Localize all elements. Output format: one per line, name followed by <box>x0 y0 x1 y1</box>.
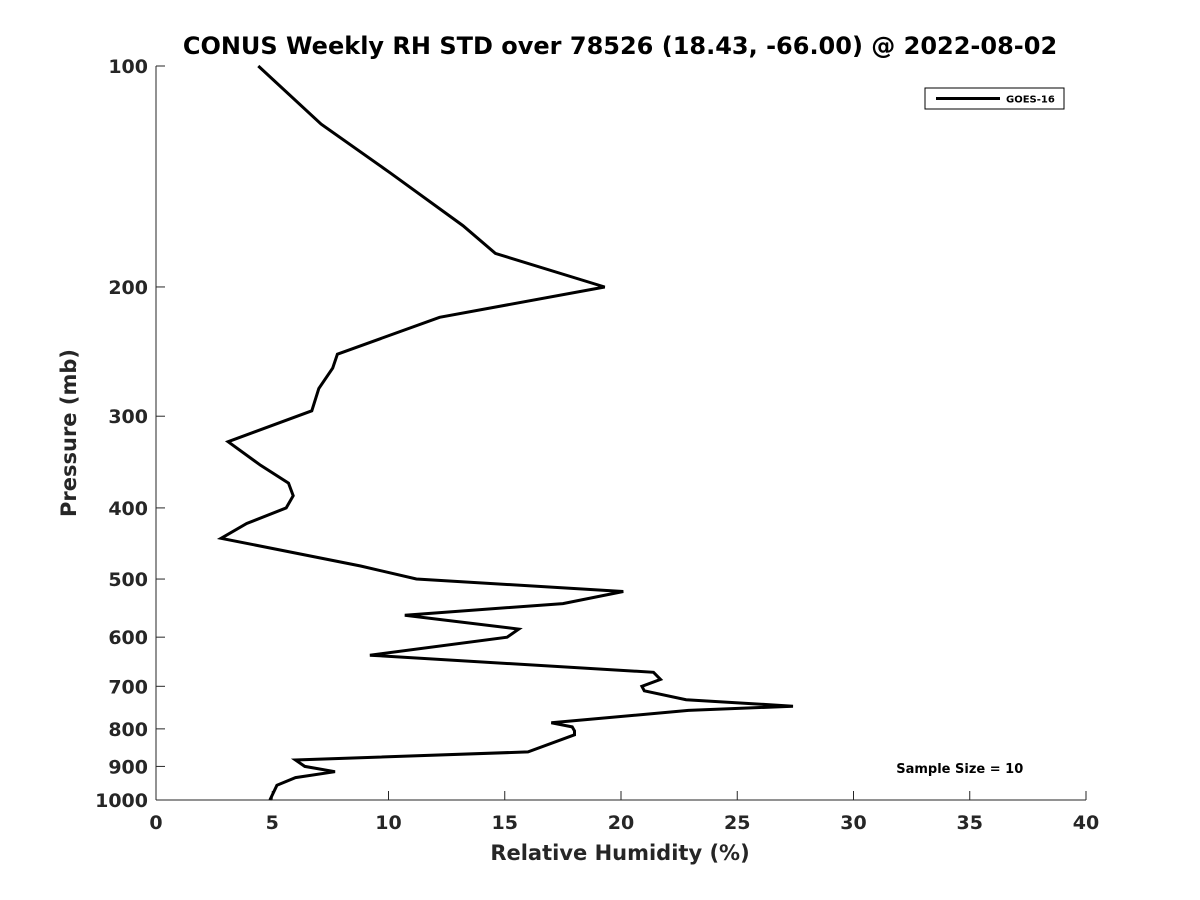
y-tick-label: 300 <box>108 406 148 428</box>
x-tick-label: 40 <box>1073 812 1099 834</box>
x-tick-label: 25 <box>724 812 750 834</box>
x-tick-label: 30 <box>840 812 866 834</box>
chart-title: CONUS Weekly RH STD over 78526 (18.43, -… <box>183 32 1057 60</box>
y-axis-label: Pressure (mb) <box>57 349 81 517</box>
y-axis-ticks: 100 200 300 400 500 600 700 800 900 1000 <box>95 56 165 812</box>
x-axis-ticks: 0 5 10 15 20 25 30 35 40 <box>149 791 1099 834</box>
annotations: Sample Size = 10 <box>896 762 1023 777</box>
y-tick-label: 1000 <box>95 790 148 812</box>
y-tick-label: 600 <box>108 627 148 649</box>
series-layer <box>216 64 794 801</box>
x-tick-label: 10 <box>375 812 401 834</box>
series-line-goes-16 <box>216 64 794 801</box>
y-tick-label: 400 <box>108 498 148 520</box>
legend-label-goes-16: GOES-16 <box>1006 95 1055 106</box>
axes <box>155 66 1086 801</box>
x-tick-label: 20 <box>608 812 634 834</box>
y-tick-label: 100 <box>108 56 148 78</box>
sample-size-annotation: Sample Size = 10 <box>896 762 1023 777</box>
x-tick-label: 15 <box>492 812 518 834</box>
y-tick-label: 700 <box>108 676 148 698</box>
x-tick-label: 5 <box>266 812 279 834</box>
y-tick-label: 500 <box>108 569 148 591</box>
legend: GOES-16 <box>924 87 1065 110</box>
y-tick-label: 800 <box>108 719 148 741</box>
y-tick-label: 200 <box>108 277 148 299</box>
x-tick-label: 35 <box>957 812 983 834</box>
x-tick-label: 0 <box>149 812 162 834</box>
y-tick-label: 900 <box>108 756 148 778</box>
x-axis-label: Relative Humidity (%) <box>490 841 749 865</box>
